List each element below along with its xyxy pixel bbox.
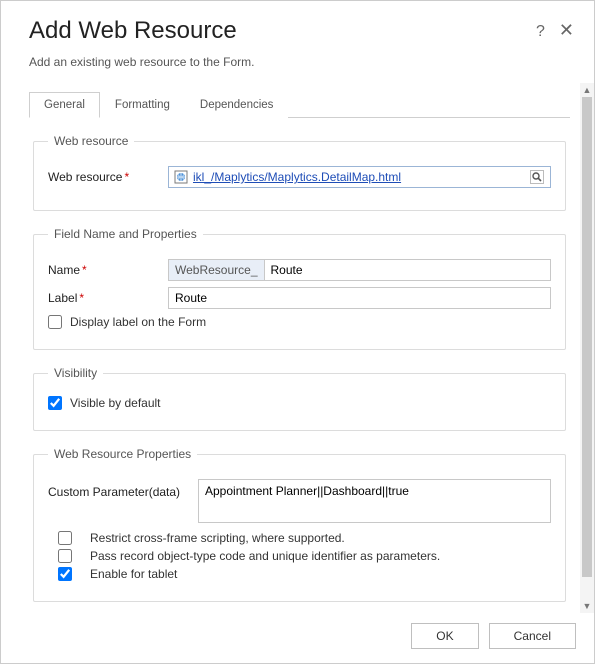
scroll-up-icon[interactable]: ▲	[580, 83, 594, 97]
display-label-text[interactable]: Display label on the Form	[70, 315, 206, 329]
label-name: Name*	[48, 263, 168, 277]
label-web-resource: Web resource*	[48, 170, 168, 184]
visible-checkbox[interactable]	[48, 396, 62, 410]
tablet-label[interactable]: Enable for tablet	[90, 567, 177, 581]
ok-button[interactable]: OK	[411, 623, 478, 649]
web-resource-value[interactable]: ikl_/Maplytics/Maplytics.DetailMap.html	[193, 170, 528, 184]
legend-properties: Web Resource Properties	[48, 447, 197, 461]
display-label-checkbox[interactable]	[48, 315, 62, 329]
label-custom-param: Custom Parameter(data)	[48, 479, 198, 499]
visible-label[interactable]: Visible by default	[70, 396, 161, 410]
name-prefix: WebResource_	[169, 260, 265, 280]
tablet-checkbox[interactable]	[58, 567, 72, 581]
pass-record-checkbox[interactable]	[58, 549, 72, 563]
tab-bar: General Formatting Dependencies	[29, 91, 570, 118]
name-input-group: WebResource_	[168, 259, 551, 281]
html-file-icon	[173, 169, 189, 185]
web-resource-lookup[interactable]: ikl_/Maplytics/Maplytics.DetailMap.html	[168, 166, 551, 188]
restrict-label[interactable]: Restrict cross-frame scripting, where su…	[90, 531, 345, 545]
group-properties: Web Resource Properties Custom Parameter…	[33, 447, 566, 602]
label-label: Label*	[48, 291, 168, 305]
label-input[interactable]	[168, 287, 551, 309]
group-visibility: Visibility Visible by default	[33, 366, 566, 431]
pass-record-row: Pass record object-type code and unique …	[58, 549, 551, 563]
tab-general[interactable]: General	[29, 92, 100, 118]
pass-record-label[interactable]: Pass record object-type code and unique …	[90, 549, 440, 563]
dialog-subtitle: Add an existing web resource to the Form…	[1, 55, 594, 83]
scroll-down-icon[interactable]: ▼	[580, 599, 594, 613]
name-input[interactable]	[265, 260, 551, 280]
tab-formatting[interactable]: Formatting	[100, 92, 185, 118]
group-web-resource: Web resource Web resource* ikl_/Maplytic…	[33, 134, 566, 211]
dialog-footer: OK Cancel	[1, 613, 594, 663]
scrollbar-vertical[interactable]: ▲ ▼	[580, 83, 594, 613]
legend-field-name: Field Name and Properties	[48, 227, 203, 241]
tablet-row: Enable for tablet	[58, 567, 551, 581]
restrict-row: Restrict cross-frame scripting, where su…	[58, 531, 551, 545]
custom-param-textarea[interactable]: Appointment Planner||Dashboard||true	[198, 479, 551, 523]
cancel-button[interactable]: Cancel	[489, 623, 576, 649]
close-icon[interactable]: ✕	[559, 23, 574, 41]
dialog: Add Web Resource ? ✕ Add an existing web…	[0, 0, 595, 664]
dialog-header: Add Web Resource ? ✕	[1, 1, 594, 55]
visible-row: Visible by default	[48, 396, 551, 410]
display-label-row: Display label on the Form	[48, 315, 551, 329]
dialog-title: Add Web Resource	[29, 17, 536, 45]
scroll-thumb[interactable]	[582, 97, 592, 577]
lookup-search-icon[interactable]	[528, 168, 546, 186]
group-field-name: Field Name and Properties Name* WebResou…	[33, 227, 566, 350]
restrict-checkbox[interactable]	[58, 531, 72, 545]
legend-visibility: Visibility	[48, 366, 103, 380]
tab-dependencies[interactable]: Dependencies	[185, 92, 289, 118]
dialog-body: General Formatting Dependencies Web reso…	[1, 83, 580, 613]
legend-web-resource: Web resource	[48, 134, 134, 148]
help-icon[interactable]: ?	[536, 23, 545, 41]
